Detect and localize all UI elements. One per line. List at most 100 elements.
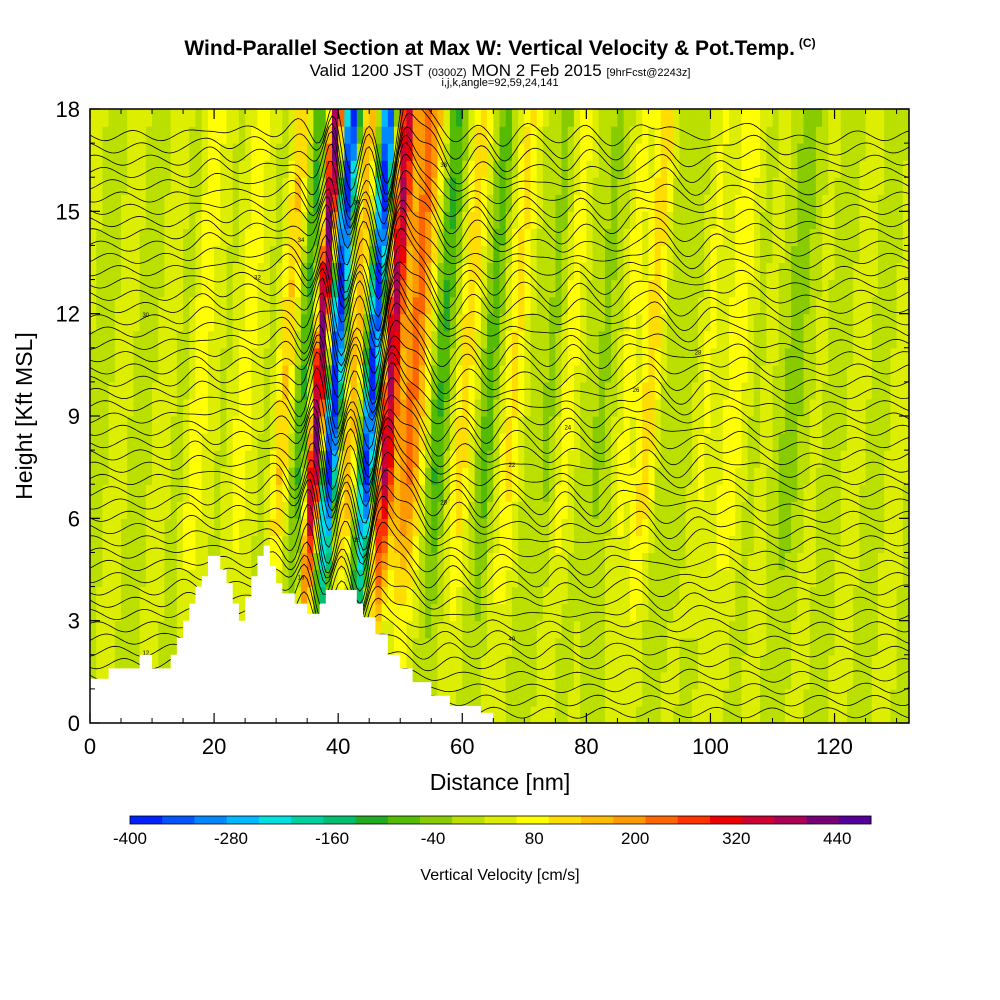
velocity-cell	[251, 177, 259, 195]
velocity-cell	[152, 211, 159, 229]
velocity-cell	[462, 569, 470, 588]
velocity-cell	[604, 313, 612, 332]
velocity-cell	[468, 416, 476, 434]
theta-contour-line	[90, 272, 909, 367]
velocity-cell	[356, 535, 364, 554]
velocity-cell	[840, 552, 848, 571]
velocity-cell	[753, 484, 761, 502]
velocity-cell	[245, 126, 252, 144]
velocity-cell	[840, 109, 848, 127]
colorbar-tick-label: -400	[113, 829, 147, 848]
velocity-cell	[207, 228, 215, 247]
velocity-cell	[189, 552, 197, 571]
velocity-cell	[822, 126, 829, 144]
velocity-cell	[133, 535, 141, 554]
velocity-cell	[623, 654, 631, 673]
velocity-cell	[729, 433, 736, 451]
velocity-cell	[269, 262, 277, 281]
velocity-cell	[691, 501, 699, 519]
velocity-cell	[375, 552, 383, 571]
velocity-cell	[425, 433, 432, 451]
velocity-cell	[518, 364, 525, 383]
velocity-cell	[567, 416, 575, 434]
velocity-cell	[691, 313, 699, 332]
velocity-cell	[766, 620, 774, 639]
velocity-cell	[331, 569, 339, 588]
velocity-cell	[815, 296, 823, 315]
velocity-cell	[673, 194, 681, 212]
velocity-cell	[871, 347, 879, 366]
velocity-cell	[133, 364, 141, 383]
velocity-cell	[183, 586, 190, 605]
velocity-cell	[648, 160, 656, 178]
velocity-cell	[623, 518, 631, 536]
velocity-cell	[778, 143, 786, 161]
velocity-cell	[363, 211, 370, 229]
velocity-cell	[859, 143, 867, 161]
x-axis-label: Distance [nm]	[430, 769, 571, 795]
velocity-cell	[704, 177, 712, 195]
velocity-cell	[456, 143, 463, 161]
velocity-cell	[480, 313, 488, 332]
velocity-cell	[356, 160, 364, 178]
velocity-cell	[90, 433, 97, 451]
velocity-cell	[139, 518, 147, 536]
velocity-cell	[257, 126, 265, 144]
velocity-cell	[127, 467, 135, 485]
velocity-cell	[834, 433, 842, 451]
velocity-cell	[679, 143, 687, 161]
velocity-cell	[555, 552, 563, 571]
velocity-cell	[102, 535, 110, 554]
velocity-cell	[772, 586, 780, 605]
theta-contour-label: 24	[564, 426, 571, 432]
velocity-cell	[840, 245, 848, 264]
velocity-cell	[536, 433, 544, 451]
velocity-cell	[648, 620, 656, 639]
velocity-cell	[729, 705, 736, 723]
velocity-cell	[846, 296, 854, 315]
velocity-cell	[654, 109, 662, 127]
velocity-cell	[251, 364, 259, 383]
velocity-cell	[809, 654, 817, 673]
velocity-cell	[617, 194, 625, 212]
velocity-cell	[344, 467, 352, 485]
velocity-cell	[269, 433, 277, 451]
velocity-cell	[784, 705, 792, 723]
velocity-cell	[294, 381, 302, 400]
velocity-cell	[629, 535, 637, 554]
velocity-cell	[654, 654, 662, 673]
velocity-cell	[114, 211, 122, 229]
velocity-cell	[394, 416, 401, 434]
velocity-cell	[648, 484, 656, 502]
velocity-cell	[636, 603, 643, 622]
velocity-cell	[648, 637, 656, 656]
velocity-cell	[505, 552, 513, 571]
velocity-cell	[896, 603, 904, 622]
velocity-cell	[753, 620, 761, 639]
velocity-cell	[387, 416, 395, 434]
velocity-cell	[648, 347, 656, 366]
velocity-cell	[846, 688, 854, 707]
velocity-cell	[307, 330, 314, 349]
velocity-cell	[164, 262, 172, 281]
velocity-cell	[195, 177, 203, 195]
velocity-cell	[704, 194, 712, 212]
theta-contour-line	[90, 279, 909, 374]
velocity-cell	[307, 535, 314, 554]
velocity-cell	[338, 569, 345, 588]
velocity-cell	[369, 398, 376, 417]
velocity-cell	[226, 245, 234, 264]
velocity-cell	[133, 279, 141, 298]
velocity-cell	[896, 279, 904, 298]
velocity-cell	[698, 381, 705, 400]
velocity-cell	[96, 211, 103, 229]
velocity-cell	[518, 569, 525, 588]
velocity-cell	[90, 364, 97, 383]
velocity-cell	[201, 262, 209, 281]
velocity-cell	[201, 467, 209, 485]
velocity-cell	[542, 705, 550, 723]
velocity-cell	[536, 279, 544, 298]
velocity-cell	[505, 143, 513, 161]
velocity-cell	[288, 211, 296, 229]
velocity-cell	[189, 126, 197, 144]
